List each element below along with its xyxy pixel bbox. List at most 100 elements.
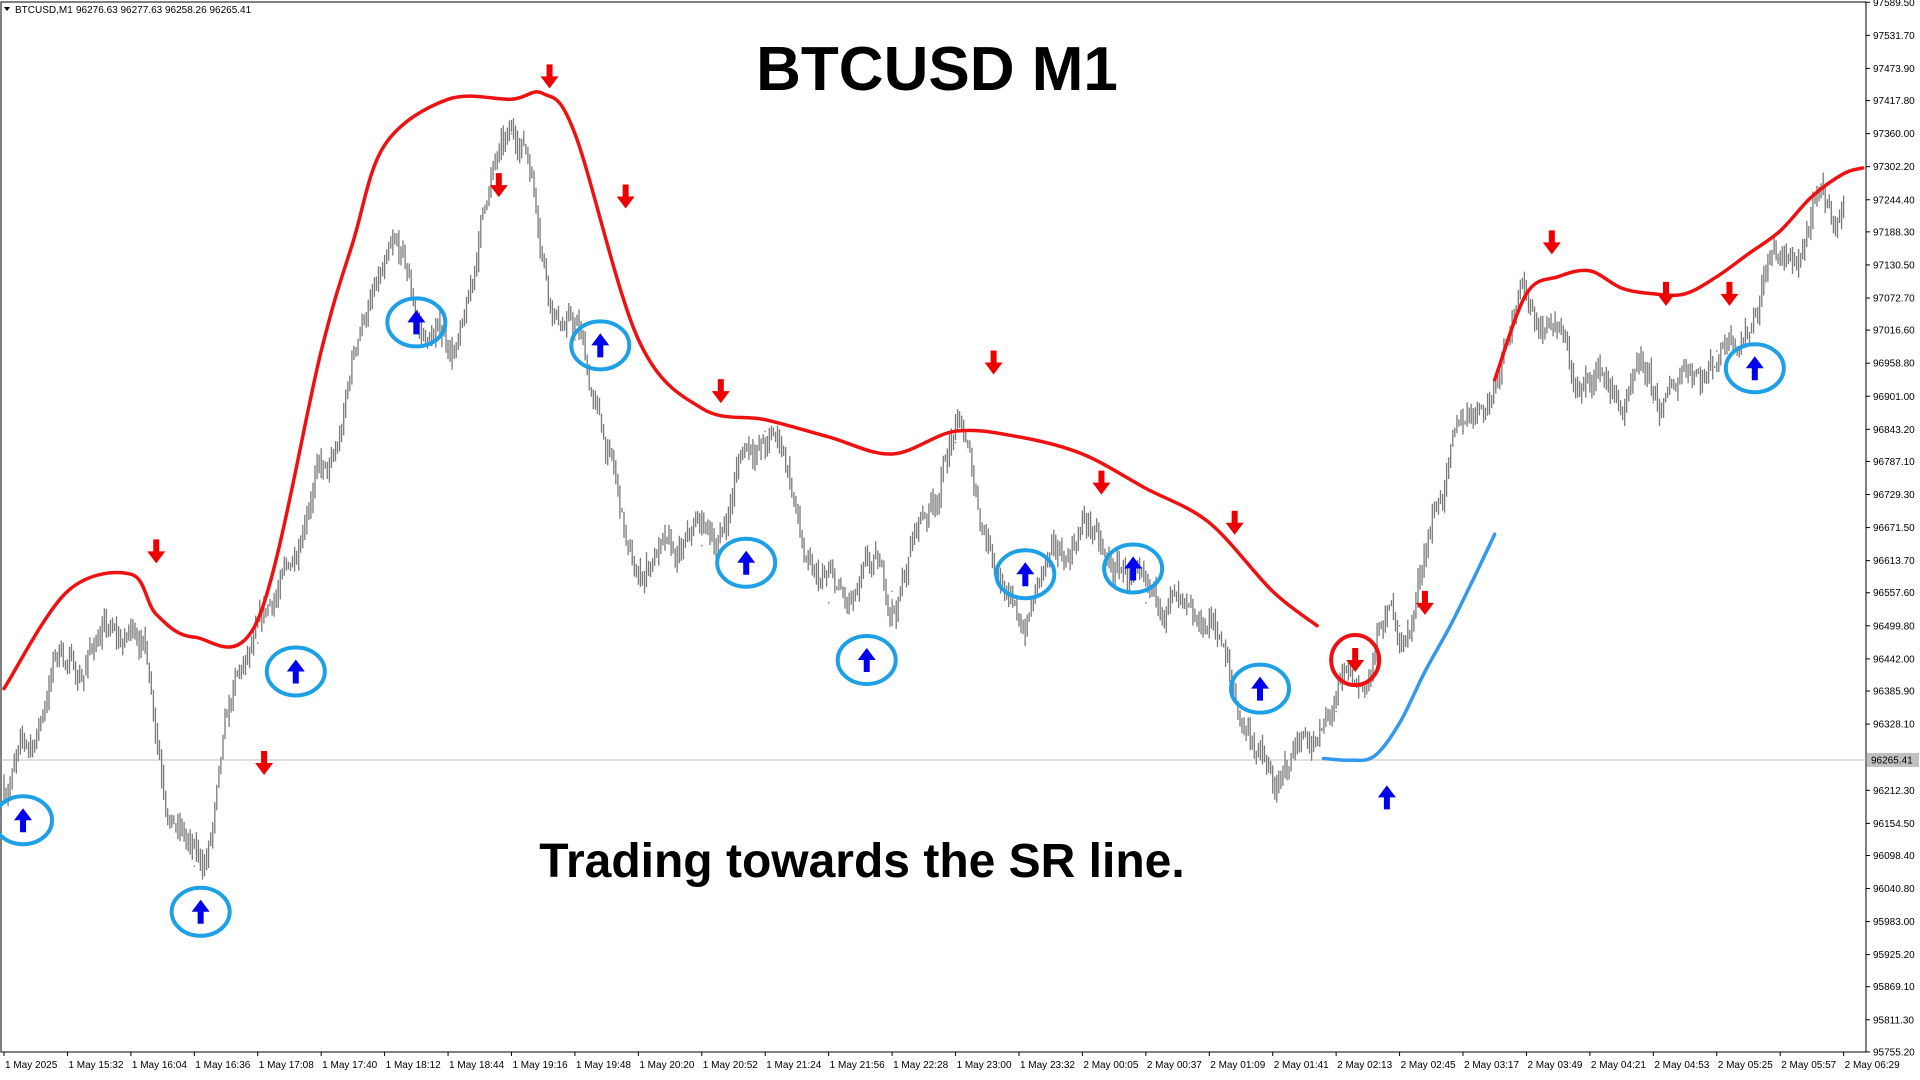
signal-markers <box>0 64 1786 938</box>
x-tick-label: 2 May 04:53 <box>1654 1060 1709 1071</box>
signal-circle <box>1723 342 1786 395</box>
x-tick-label: 1 May 15:32 <box>68 1060 123 1071</box>
arrow-down-icon <box>1542 230 1561 255</box>
price-point <box>1081 533 1084 535</box>
y-tick-label: 96557.60 <box>1873 588 1915 599</box>
x-tick-label: 2 May 06:29 <box>1845 1060 1900 1071</box>
price-point <box>383 270 386 272</box>
price-point <box>193 865 196 867</box>
arrow-down-icon <box>255 751 274 776</box>
y-tick-label: 97589.50 <box>1873 0 1915 9</box>
arrow-down-icon <box>1092 470 1111 495</box>
x-tick-label: 2 May 00:05 <box>1083 1060 1138 1071</box>
y-tick-label: 95811.30 <box>1873 1015 1914 1026</box>
price-point <box>510 132 513 135</box>
x-tick-label: 1 May 23:00 <box>957 1060 1012 1071</box>
signal-circle <box>994 548 1057 601</box>
price-point <box>1335 710 1337 713</box>
arrow-down-icon <box>1225 510 1244 535</box>
x-tick-label: 1 May 21:24 <box>766 1060 821 1071</box>
x-tick-label: 1 May 23:32 <box>1020 1060 1075 1071</box>
price-point <box>1398 624 1401 627</box>
chart-title: BTCUSD M1 <box>756 35 1118 104</box>
x-tick-label: 1 May 22:28 <box>893 1060 948 1071</box>
chart-annotation: Trading towards the SR line. <box>539 835 1184 888</box>
price-point <box>1589 384 1591 387</box>
y-tick-label: 96098.40 <box>1873 851 1915 862</box>
x-tick-label: 1 May 18:44 <box>449 1060 504 1071</box>
price-point <box>130 630 132 633</box>
arrow-up-icon <box>1377 785 1396 810</box>
arrow-down-icon <box>1720 281 1739 306</box>
price-point <box>1271 779 1274 782</box>
x-tick-label: 1 May 20:52 <box>703 1060 758 1071</box>
y-tick-label: 97531.70 <box>1873 31 1915 42</box>
chart-frame <box>0 1 1867 1053</box>
price-point <box>764 430 767 432</box>
triangle-down-icon[interactable] <box>4 7 10 11</box>
arrow-up-icon <box>191 899 210 924</box>
y-tick-label: 97130.50 <box>1873 260 1915 271</box>
y-tick-label: 97360.00 <box>1873 129 1915 140</box>
arrow-down-icon <box>147 539 166 564</box>
signal-circle <box>385 296 448 349</box>
x-tick-label: 1 May 2025 <box>5 1060 58 1071</box>
y-tick-label: 96385.90 <box>1873 686 1915 697</box>
y-tick-label: 96328.10 <box>1873 720 1915 731</box>
y-tick-label: 97417.80 <box>1873 96 1915 107</box>
x-tick-label: 2 May 03:49 <box>1527 1060 1582 1071</box>
sr-line-segment <box>1492 166 1865 382</box>
y-tick-label: 97302.20 <box>1873 162 1915 173</box>
arrow-down-icon <box>1346 648 1365 673</box>
price-point <box>1145 602 1147 604</box>
arrow-down-icon <box>711 379 730 404</box>
x-tick-label: 1 May 17:40 <box>322 1060 377 1071</box>
signal-circle <box>835 634 898 687</box>
arrow-down-icon <box>489 173 508 198</box>
price-point <box>954 441 957 444</box>
price-bars <box>3 118 1845 880</box>
x-tick-label: 2 May 05:25 <box>1718 1060 1773 1071</box>
y-tick-label: 96154.50 <box>1873 819 1915 830</box>
y-tick-label: 97188.30 <box>1873 227 1915 238</box>
x-tick-label: 2 May 00:37 <box>1147 1060 1202 1071</box>
current-price-label: 96265.41 <box>1871 755 1913 766</box>
arrow-down-icon <box>984 350 1003 375</box>
y-tick-label: 97016.60 <box>1873 326 1915 337</box>
price-series <box>3 118 1845 880</box>
x-tick-label: 1 May 21:56 <box>830 1060 885 1071</box>
x-tick-label: 1 May 16:36 <box>195 1060 250 1071</box>
x-tick-label: 2 May 03:17 <box>1464 1060 1519 1071</box>
x-tick-label: 1 May 19:16 <box>512 1060 567 1071</box>
y-tick-label: 95983.00 <box>1873 917 1915 928</box>
chart-header: BTCUSD,M1 96276.63 96277.63 96258.26 962… <box>4 5 252 16</box>
price-point <box>1715 350 1718 352</box>
y-tick-label: 96212.30 <box>1873 786 1915 797</box>
price-point <box>827 602 830 604</box>
signal-circle <box>0 794 55 847</box>
signal-circle <box>569 319 632 372</box>
arrow-down-icon <box>616 184 635 209</box>
price-point <box>1652 401 1655 404</box>
y-tick-label: 95925.20 <box>1873 950 1915 961</box>
price-point <box>1779 258 1781 261</box>
price-point <box>320 476 322 478</box>
x-tick-label: 1 May 19:48 <box>576 1060 631 1071</box>
arrow-down-icon <box>540 64 559 89</box>
y-tick-label: 96729.30 <box>1873 490 1915 501</box>
y-tick-label: 96499.80 <box>1873 621 1915 632</box>
sr-line-segment <box>2 90 1319 691</box>
arrow-down-icon <box>1657 281 1676 306</box>
y-tick-label: 96613.70 <box>1873 556 1915 567</box>
arrow-up-icon <box>407 310 426 335</box>
plot-border <box>0 1 1867 1053</box>
price-point <box>1462 430 1464 432</box>
x-tick-label: 1 May 18:12 <box>386 1060 441 1071</box>
signal-circle <box>1229 662 1292 715</box>
arrow-down-icon <box>1415 590 1434 615</box>
y-tick-label: 96040.80 <box>1873 884 1915 895</box>
arrow-up-icon <box>1251 676 1270 701</box>
x-tick-label: 2 May 05:57 <box>1781 1060 1836 1071</box>
price-point <box>1842 201 1845 204</box>
